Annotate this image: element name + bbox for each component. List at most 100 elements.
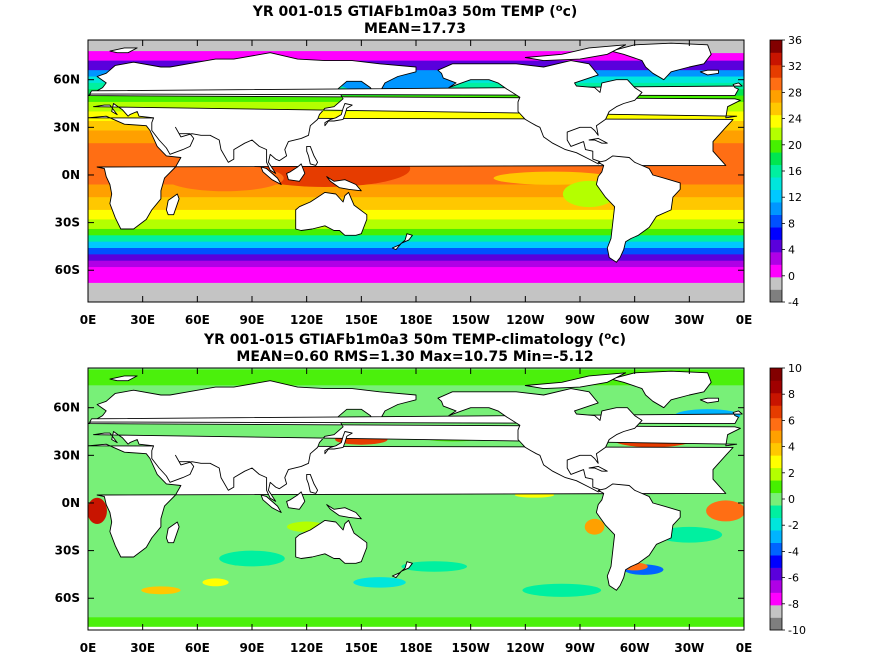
colorbar-swatch [770,102,782,116]
continent [88,115,734,230]
temp-band [88,254,744,262]
colorbar-tick-label: -10 [788,624,806,637]
map-panel-temperature: 0E 30E 60E 90E 120E 150E 180E 150W 120W 90W 60W 30W… [53,39,753,327]
colorbar-tick-label: 10 [788,362,802,375]
continent [109,375,138,382]
continent [699,397,719,404]
temp-band [88,260,744,268]
x-tick-label: 120W [506,313,544,327]
temp-band [88,267,744,274]
x-tick-label: 60W [620,641,650,655]
colorbar-tick-label: 24 [788,113,802,126]
colorbar-swatch [770,114,782,128]
colorbar-tick-label: 28 [788,86,802,99]
continent [260,166,282,185]
panel1-subtitle: MEAN=17.73 [364,21,466,37]
x-tick-label: 30W [674,641,704,655]
y-tick-label: 60S [55,591,80,605]
x-tick-label: 90E [240,641,265,655]
continent [524,372,627,390]
colorbar-tick-label: -8 [788,598,799,611]
x-tick-label: 30E [130,641,155,655]
colorbar-swatch [770,605,782,618]
colorbar-swatch [770,517,782,531]
colorbar-swatch [770,417,782,431]
x-tick-label: 0E [80,641,97,655]
colorbar-tick-label: 16 [788,165,802,178]
colorbar-swatch [770,480,782,494]
continent [88,380,741,502]
continent [295,191,368,236]
x-tick-label: 30W [674,313,704,327]
continent [595,155,681,263]
temp-band [88,241,744,249]
colorbar-swatch [770,392,782,406]
continent [286,163,306,182]
temp-band [88,248,744,255]
colorbar-swatch [770,139,782,153]
panel1-title: YR 001-015 GTIAFb1m0a3 50m TEMP (oc) [252,3,578,20]
x-tick-label: 150W [452,641,490,655]
anomaly-spot [656,526,723,543]
temp-band [88,51,744,62]
colorbar-tick-label: 8 [788,388,795,401]
colorbar-swatch [770,442,782,456]
x-tick-label: 150W [452,313,490,327]
colorbar-swatch [770,264,782,278]
y-tick-label: 0N [62,496,80,510]
colorbar-tick-label: -4 [788,296,799,309]
colorbar-swatch [770,289,782,303]
continent [306,473,319,494]
continent [595,483,681,591]
colorbar-tick-label: 2 [788,467,795,480]
colorbar-swatch [770,580,782,593]
colorbar-swatch [770,177,782,191]
continent [295,519,368,564]
colorbar-tick-label: -4 [788,545,799,558]
anomaly-spot [219,550,285,567]
temp-band [88,219,744,230]
map-panel-anomaly: 0E 30E 60E 90E 120E 150E 180E 150W 120W 90W 60W 30W… [53,367,753,655]
anomaly-spot [353,577,406,588]
colorbar-swatch [770,52,782,66]
y-tick-label: 60S [55,263,80,277]
colorbar-swatch [770,40,782,53]
continent [88,443,734,558]
anomaly-spot [202,578,229,587]
warm-pool [165,165,284,192]
colorbar-swatch [770,189,782,203]
continent [260,494,282,513]
y-tick-label: 30N [53,120,80,134]
continent [165,193,180,216]
colorbar-swatch [770,368,782,381]
continent [324,431,353,455]
colorbar-swatch [770,405,782,419]
colorbar-swatch [770,239,782,253]
continent [437,388,643,493]
continent [391,233,413,251]
field-bands [88,40,744,302]
x-tick-label: 60E [185,313,210,327]
x-tick-label: 0E [736,313,753,327]
temp-band [88,228,744,236]
y-tick-label: 30S [55,544,80,558]
x-tick-label: 180E [399,641,432,655]
continent [391,561,413,579]
colorbar-swatch [770,542,782,556]
x-tick-label: 90W [565,313,595,327]
colorbar-tick-label: 12 [788,191,802,204]
temp-band [88,209,744,220]
colorbar-swatch [770,430,782,444]
colorbar-swatch [770,227,782,240]
colorbar-swatch [770,567,782,581]
x-tick-label: 0E [736,641,753,655]
colorbar-tick-label: 32 [788,60,802,73]
colorbar-temperature: 36 32 28 24 20 16 12 8 4 0 -4 [769,34,802,309]
colorbar-swatch [770,202,782,215]
temp-band [88,111,744,122]
colorbar-swatch [770,252,782,265]
colorbar-tick-label: 4 [788,441,795,454]
continent [437,60,643,165]
colorbar-tick-label: 20 [788,139,802,152]
anomaly-spot [706,500,744,522]
